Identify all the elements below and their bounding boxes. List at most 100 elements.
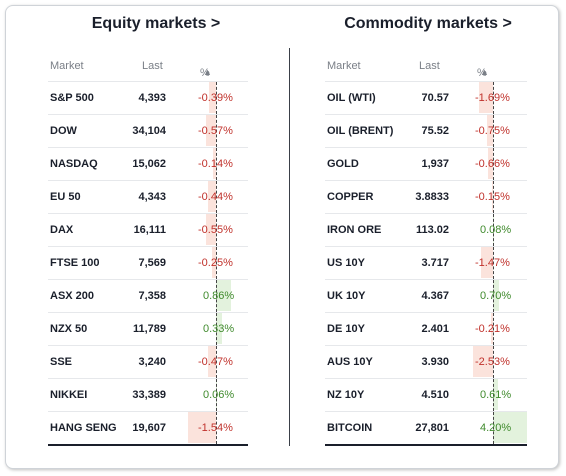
table-row[interactable]: AUS 10Y 3.930 -2.53%: [325, 346, 527, 379]
percent-change: -1.54%: [198, 422, 233, 434]
zero-line: [216, 115, 217, 147]
market-name: NZ 10Y: [327, 389, 365, 401]
market-name: GOLD: [327, 158, 359, 170]
table-row[interactable]: DOW 34,104 -0.57%: [48, 115, 248, 148]
commodity-header-market[interactable]: Market: [327, 60, 361, 72]
table-row[interactable]: IRON ORE 113.02 0.08%: [325, 214, 527, 247]
table-row[interactable]: BITCOIN 27,801 4.20%: [325, 412, 527, 446]
last-value: 4,393: [138, 92, 166, 104]
negative-change-bar: [211, 247, 216, 278]
market-name: UK 10Y: [327, 290, 366, 302]
table-row[interactable]: ASX 200 7,358 0.86%: [48, 280, 248, 313]
table-row[interactable]: DAX 16,111 -0.55%: [48, 214, 248, 247]
percent-change: -0.39%: [198, 92, 233, 104]
last-value: 3.930: [421, 356, 449, 368]
zero-line: [493, 412, 494, 444]
positive-change-bar: [493, 280, 499, 311]
zero-line: [493, 115, 494, 147]
last-value: 113.02: [415, 224, 449, 236]
zero-line: [216, 214, 217, 246]
market-name: OIL (BRENT): [327, 125, 394, 137]
commodity-markets-link[interactable]: Commodity markets >: [344, 15, 512, 32]
negative-change-bar: [481, 247, 493, 278]
zero-line: [493, 82, 494, 114]
zero-line: [216, 313, 217, 345]
table-row[interactable]: GOLD 1,937 -0.66%: [325, 148, 527, 181]
commodity-header-last[interactable]: Last: [419, 60, 440, 72]
last-value: 4.367: [421, 290, 449, 302]
negative-change-bar: [491, 313, 493, 344]
zero-line: [216, 82, 217, 114]
negative-change-bar: [188, 412, 216, 443]
equity-markets-link[interactable]: Equity markets >: [91, 15, 221, 32]
equity-table-body: S&P 500 4,393 -0.39% DOW 34,104 -0.57% NASDAQ 1…: [48, 82, 248, 446]
market-name: COPPER: [327, 191, 374, 203]
last-value: 3.8833: [415, 191, 449, 203]
negative-change-bar: [208, 82, 216, 113]
zero-line: [493, 247, 494, 279]
equity-table-header: Market Last % ▲: [48, 53, 248, 82]
zero-line: [493, 280, 494, 312]
table-row[interactable]: UK 10Y 4.367 0.70%: [325, 280, 527, 313]
market-name: NIKKEI: [50, 389, 88, 401]
negative-change-bar: [491, 181, 493, 212]
table-row[interactable]: OIL (WTI) 70.57 -1.69%: [325, 82, 527, 115]
sort-ascending-icon: ▲: [203, 67, 212, 77]
table-row[interactable]: US 10Y 3.717 -1.47%: [325, 247, 527, 280]
zero-line: [493, 148, 494, 180]
table-row[interactable]: FTSE 100 7,569 -0.25%: [48, 247, 248, 280]
market-name: NASDAQ: [50, 158, 98, 170]
sort-ascending-icon: ▲: [480, 67, 489, 77]
negative-change-bar: [207, 346, 216, 377]
table-row[interactable]: NIKKEI 33,389 0.06%: [48, 379, 248, 412]
zero-line: [493, 313, 494, 345]
negative-change-bar: [472, 346, 493, 377]
percent-change: 0.33%: [203, 323, 235, 335]
panel-divider: [289, 48, 290, 446]
last-value: 7,358: [138, 290, 166, 302]
table-row[interactable]: NASDAQ 15,062 -0.14%: [48, 148, 248, 181]
last-value: 70.57: [421, 92, 449, 104]
percent-change: -0.55%: [198, 224, 233, 236]
table-row[interactable]: SSE 3,240 -0.47%: [48, 346, 248, 379]
last-value: 11,789: [132, 323, 166, 335]
percent-change: 4.20%: [480, 422, 512, 434]
equity-header-last[interactable]: Last: [142, 60, 163, 72]
last-value: 1,937: [421, 158, 449, 170]
positive-change-bar: [493, 412, 527, 443]
table-row[interactable]: S&P 500 4,393 -0.39%: [48, 82, 248, 115]
table-row[interactable]: DE 10Y 2.401 -0.21%: [325, 313, 527, 346]
last-value: 75.52: [421, 125, 449, 137]
last-value: 3.717: [421, 257, 449, 269]
percent-change: -1.69%: [475, 92, 510, 104]
negative-change-bar: [205, 115, 216, 146]
negative-change-bar: [487, 115, 493, 146]
zero-line: [493, 181, 494, 213]
market-name: AUS 10Y: [327, 356, 373, 368]
table-row[interactable]: NZX 50 11,789 0.33%: [48, 313, 248, 346]
positive-change-bar: [216, 280, 232, 311]
table-row[interactable]: COPPER 3.8833 -0.15%: [325, 181, 527, 214]
equity-header-pct-label: %: [200, 67, 210, 79]
percent-change: 0.06%: [203, 389, 235, 401]
market-name: BITCOIN: [327, 422, 373, 434]
market-name: NZX 50: [50, 323, 88, 335]
commodity-table-body: OIL (WTI) 70.57 -1.69% OIL (BRENT) 75.52 -0.7…: [325, 82, 527, 446]
markets-card: Equity markets > Market Last % ▲ S&P 500 4…: [5, 5, 559, 469]
market-name: DOW: [50, 125, 77, 137]
percent-change: -0.44%: [198, 191, 233, 203]
zero-line: [216, 346, 217, 378]
last-value: 34,104: [132, 125, 166, 137]
table-row[interactable]: OIL (BRENT) 75.52 -0.75%: [325, 115, 527, 148]
percent-change: -0.25%: [198, 257, 233, 269]
table-row[interactable]: EU 50 4,343 -0.44%: [48, 181, 248, 214]
zero-line: [493, 346, 494, 378]
percent-change: -1.47%: [475, 257, 510, 269]
table-row[interactable]: HANG SENG 19,607 -1.54%: [48, 412, 248, 446]
table-row[interactable]: NZ 10Y 4.510 0.61%: [325, 379, 527, 412]
equity-header-market[interactable]: Market: [50, 60, 84, 72]
percent-change: 0.61%: [480, 389, 512, 401]
percent-change: -2.53%: [475, 356, 510, 368]
last-value: 3,240: [138, 356, 166, 368]
negative-change-bar: [206, 214, 216, 245]
